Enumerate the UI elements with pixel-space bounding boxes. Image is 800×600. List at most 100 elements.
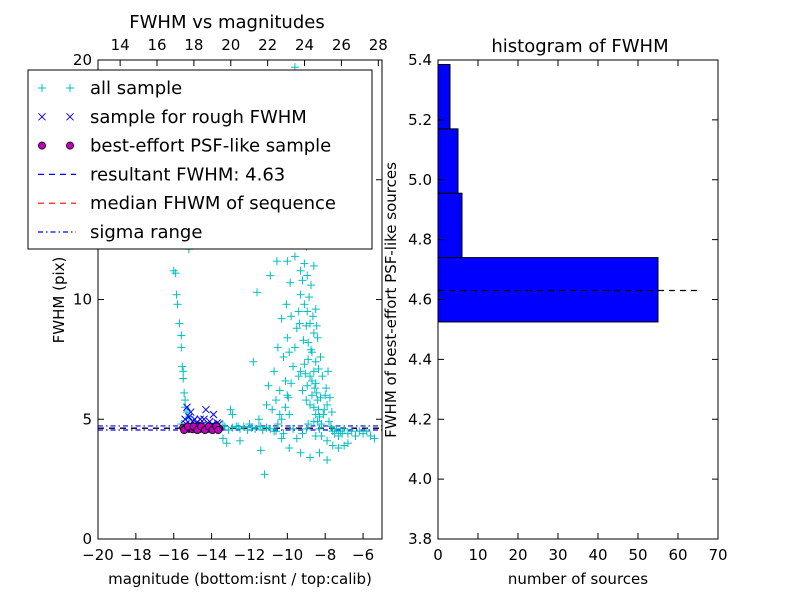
histogram-y-tick-label: 5.0 (408, 171, 432, 189)
scatter-point-all-sample (289, 424, 298, 433)
scatter-point-all-sample (290, 252, 299, 261)
scatter-point-all-sample (298, 276, 307, 285)
scatter-point-all-sample (273, 420, 282, 429)
scatter-point-all-sample (343, 439, 352, 448)
scatter-point-all-sample (228, 410, 237, 419)
scatter-point-all-sample (318, 372, 327, 381)
scatter-point-all-sample (294, 372, 303, 381)
scatter-point-all-sample (256, 446, 265, 455)
scatter-point-all-sample (282, 300, 291, 309)
scatter-point-all-sample (317, 420, 326, 429)
scatter-point-all-sample (303, 271, 312, 280)
scatter-point-all-sample (328, 441, 337, 450)
scatter-point-all-sample (277, 314, 286, 323)
scatter-point-all-sample (228, 423, 237, 432)
legend-marker (66, 141, 75, 150)
scatter-point-all-sample (334, 443, 343, 452)
histogram-ticks: 0 10 20 30 40 50 60 70 3.8 4.0 4.2 4.4 4.6 4.8 5.0 5.2 5… (408, 51, 727, 564)
scatter-y-tick-label: 0 (82, 530, 92, 548)
scatter-x-tick-label: −14 (196, 546, 228, 564)
scatter-x-tick-label: −18 (120, 546, 152, 564)
scatter-point-all-sample (285, 348, 294, 357)
scatter-x-tick-label: −20 (82, 546, 114, 564)
scatter-point-all-sample (236, 436, 244, 445)
scatter-point-all-sample (262, 423, 271, 432)
scatter-point-all-sample (266, 271, 275, 280)
scatter-point-all-sample (178, 362, 187, 371)
scatter-point-all-sample (292, 324, 301, 333)
scatter-panel: FWHM vs magnitudes magnitude (bottom:isn… (27, 12, 388, 588)
scatter-point-all-sample (300, 259, 309, 268)
scatter-top-tick-label: 18 (184, 36, 203, 54)
scatter-point-rough-fwhm (202, 405, 210, 414)
scatter-point-all-sample (273, 343, 282, 352)
scatter-point-all-sample (306, 372, 315, 381)
legend-entry: median FHWM of sequence (38, 193, 336, 214)
scatter-point-all-sample (177, 331, 186, 340)
scatter-point-all-sample (370, 434, 379, 443)
scatter-y-axis-label: FWHM (pix) (50, 257, 68, 344)
scatter-point-all-sample (362, 427, 371, 436)
scatter-point-all-sample (298, 386, 307, 395)
histogram-x-tick-label: 40 (588, 546, 607, 564)
histogram-y-tick-label: 4.6 (408, 291, 432, 309)
scatter-point-all-sample (285, 410, 294, 419)
scatter-point-all-sample (303, 381, 312, 390)
scatter-point-all-sample (299, 336, 308, 345)
scatter-point-all-sample (262, 400, 271, 409)
scatter-point-all-sample (260, 470, 269, 479)
scatter-plot-frame (97, 59, 383, 540)
legend-label: resultant FWHM: 4.63 (90, 164, 285, 185)
legend-entry: all sample (38, 78, 182, 99)
scatter-point-all-sample (300, 300, 309, 309)
scatter-point-all-sample (300, 360, 309, 369)
scatter-point-all-sample (283, 333, 292, 342)
scatter-point-rough-fwhm (209, 410, 218, 419)
scatter-point-all-sample (279, 429, 288, 438)
scatter-point-rough-fwhm (186, 408, 195, 416)
histogram-x-tick-label: 70 (708, 546, 727, 564)
scatter-point-all-sample (264, 381, 273, 390)
scatter-point-rough-fwhm (190, 415, 199, 424)
histogram-title: histogram of FWHM (491, 36, 668, 57)
legend-label: best-effort PSF-like sample (90, 136, 331, 157)
scatter-point-all-sample (327, 408, 336, 417)
scatter-x-tick-label: −10 (272, 546, 304, 564)
scatter-x-tick-label: −6 (352, 546, 374, 564)
scatter-point-all-sample (321, 391, 330, 400)
histogram-bars (437, 63, 659, 323)
scatter-point-all-sample (287, 379, 296, 388)
histogram-x-tick-label: 30 (548, 546, 567, 564)
scatter-point-all-sample (285, 443, 294, 452)
scatter-point-all-sample (304, 338, 313, 347)
scatter-top-tick-label: 20 (221, 36, 240, 54)
scatter-point-all-sample (308, 312, 317, 321)
scatter-point-all-sample (275, 410, 284, 419)
scatter-point-all-sample (310, 384, 319, 393)
scatter-x-tick-label: −8 (314, 546, 336, 564)
scatter-point-all-sample (315, 424, 324, 433)
scatter-point-all-sample (179, 367, 188, 376)
scatter-point-all-sample (292, 434, 301, 443)
histogram-x-tick-label: 20 (508, 546, 527, 564)
scatter-point-all-sample (172, 290, 181, 299)
histogram-y-axis-label: FWHM of best-effort PSF-like sources (382, 162, 400, 438)
histogram-x-tick-label: 10 (468, 546, 487, 564)
scatter-point-all-sample (306, 400, 315, 409)
scatter-point-all-sample (309, 417, 318, 426)
scatter-point-all-sample (173, 300, 182, 309)
scatter-point-all-sample (303, 307, 312, 316)
scatter-point-all-sample (284, 393, 293, 402)
scatter-point-all-sample (304, 420, 313, 429)
scatter-point-all-sample (287, 312, 296, 321)
histogram-bar (437, 192, 463, 259)
scatter-point-all-sample (226, 405, 235, 414)
scatter-point-rough-fwhm (196, 415, 205, 424)
scatter-x-axis-label: magnitude (bottom:isnt / top:calib) (108, 570, 372, 588)
scatter-point-all-sample (175, 319, 184, 328)
scatter-point-all-sample (275, 386, 284, 395)
scatter-point-all-sample (324, 417, 333, 426)
scatter-point-all-sample (312, 388, 321, 397)
scatter-point-rough-fwhm (200, 415, 208, 424)
histogram-x-tick-label: 50 (628, 546, 647, 564)
